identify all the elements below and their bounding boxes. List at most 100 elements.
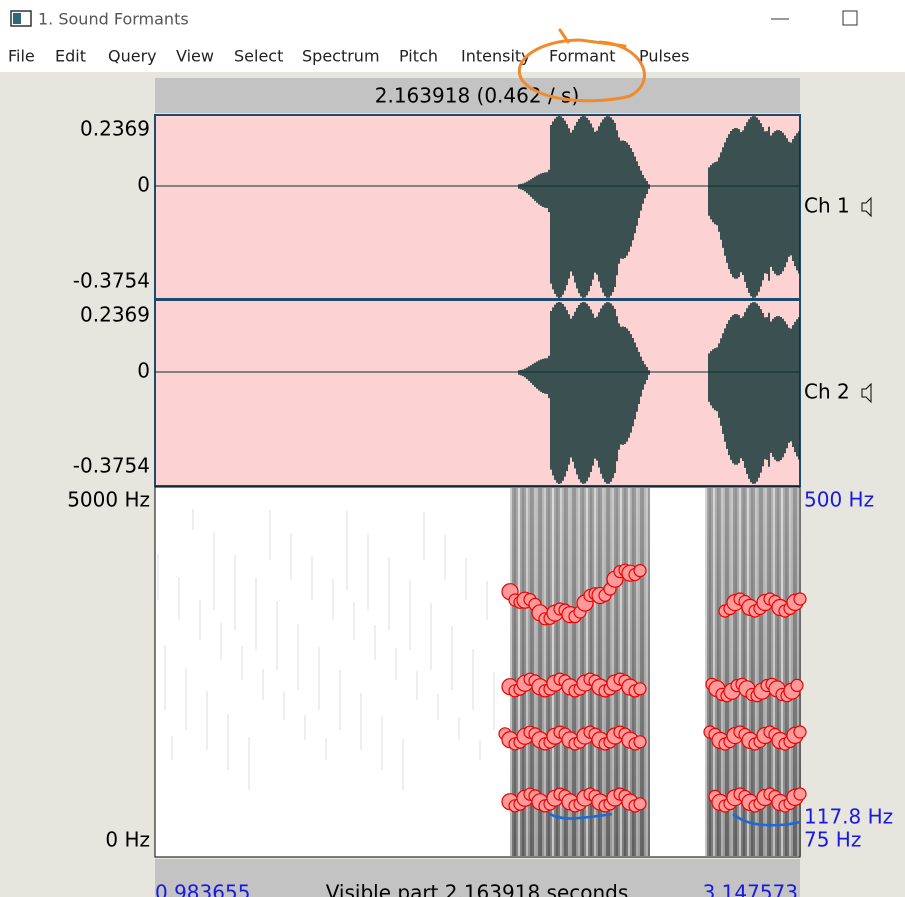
spectral-column — [578, 488, 580, 856]
spectrogram-panel[interactable] — [154, 486, 801, 858]
spectral-column — [763, 488, 765, 856]
title-bar — [0, 0, 905, 38]
spectral-column — [540, 488, 542, 856]
spectral-column — [516, 488, 518, 856]
spectral-column — [542, 488, 544, 856]
channel-label: Ch 1 — [804, 194, 850, 218]
frequency-min: 0 Hz — [105, 828, 150, 852]
pitch-value: 117.8 Hz — [804, 805, 893, 829]
spectral-column — [510, 488, 512, 856]
spectral-column — [731, 488, 733, 856]
spectral-column — [518, 488, 520, 856]
formant-point — [633, 735, 647, 749]
spectral-column — [765, 488, 767, 856]
speaker-icon[interactable] — [861, 196, 872, 218]
spectral-column — [648, 488, 650, 856]
menu-item[interactable]: Query — [108, 47, 157, 66]
spectral-column — [727, 488, 729, 856]
amplitude-zero: 0 — [137, 359, 150, 383]
spectral-column — [779, 488, 781, 856]
spectral-column — [612, 488, 614, 856]
spectral-column — [757, 488, 759, 856]
spectral-column — [795, 488, 797, 856]
spectral-column — [564, 488, 566, 856]
spectral-column — [562, 488, 564, 856]
spectral-column — [546, 488, 548, 856]
spectral-column — [530, 488, 532, 856]
menu-item[interactable]: File — [8, 47, 35, 66]
menu-item[interactable]: Formant — [549, 47, 616, 66]
spectral-column — [729, 488, 731, 856]
spectral-column — [588, 488, 590, 856]
footer-bar[interactable] — [155, 859, 800, 897]
spectral-column — [590, 488, 592, 856]
amplitude-min: -0.3754 — [73, 269, 150, 293]
spectral-column — [606, 488, 608, 856]
spectral-column — [630, 488, 632, 856]
spectral-column — [574, 488, 576, 856]
spectral-column — [783, 488, 785, 856]
spectral-column — [711, 488, 713, 856]
spectral-column — [755, 488, 757, 856]
menu-item[interactable]: View — [176, 47, 214, 66]
spectral-column — [777, 488, 779, 856]
spectral-column — [520, 488, 522, 856]
menu-bar — [0, 38, 905, 72]
menu-item[interactable]: Pitch — [399, 47, 438, 66]
spectral-column — [576, 488, 578, 856]
spectral-column — [773, 488, 775, 856]
maximize-button[interactable] — [842, 10, 858, 26]
spectral-column — [723, 488, 725, 856]
formant-tracks — [498, 563, 807, 813]
spectral-column — [721, 488, 723, 856]
speaker-icon[interactable] — [861, 382, 872, 404]
menu-items: File Edit Query View Select Spectrum Pitch Inte… — [8, 47, 689, 66]
spectral-column — [586, 488, 588, 856]
spectral-column — [707, 488, 709, 856]
pitch-max: 500 Hz — [804, 488, 874, 512]
spectral-column — [558, 488, 560, 856]
formant-point — [633, 797, 647, 811]
spectral-column — [733, 488, 735, 856]
spectral-column — [719, 488, 721, 856]
menu-item[interactable]: Edit — [55, 47, 86, 66]
menu-item[interactable]: Intensity — [461, 47, 531, 66]
spectral-column — [725, 488, 727, 856]
spectral-column — [598, 488, 600, 856]
spectral-column — [572, 488, 574, 856]
spectral-column — [743, 488, 745, 856]
spectral-column — [620, 488, 622, 856]
spectral-column — [582, 488, 584, 856]
spectral-column — [560, 488, 562, 856]
channel-1-panel[interactable] — [154, 114, 801, 300]
spectral-column — [538, 488, 540, 856]
spectral-column — [759, 488, 761, 856]
waveform — [518, 116, 800, 298]
menu-item[interactable]: Spectrum — [302, 47, 380, 66]
amplitude-zero: 0 — [137, 173, 150, 197]
menu-item[interactable]: Select — [234, 47, 283, 66]
spectral-column — [632, 488, 634, 856]
pitch-min: 75 Hz — [804, 828, 861, 852]
channel-2-panel[interactable] — [154, 299, 801, 487]
spectral-column — [793, 488, 795, 856]
spectral-column — [554, 488, 556, 856]
spectral-column — [600, 488, 602, 856]
amplitude-max: 0.2369 — [80, 303, 150, 327]
spectral-column — [614, 488, 616, 856]
spectral-column — [524, 488, 526, 856]
spectral-column — [761, 488, 763, 856]
menu-item[interactable]: Pulses — [639, 47, 689, 66]
spectral-column — [534, 488, 536, 856]
cursor-bar[interactable] — [155, 78, 800, 113]
spectral-column — [751, 488, 753, 856]
formant-point — [633, 563, 647, 578]
spectral-column — [797, 488, 799, 856]
spectral-column — [799, 488, 801, 856]
spectral-column — [622, 488, 624, 856]
spectral-column — [644, 488, 646, 856]
visible-start: 0.983655 — [155, 881, 250, 897]
spectral-column — [580, 488, 582, 856]
spectral-column — [528, 488, 530, 856]
spectral-column — [548, 488, 550, 856]
